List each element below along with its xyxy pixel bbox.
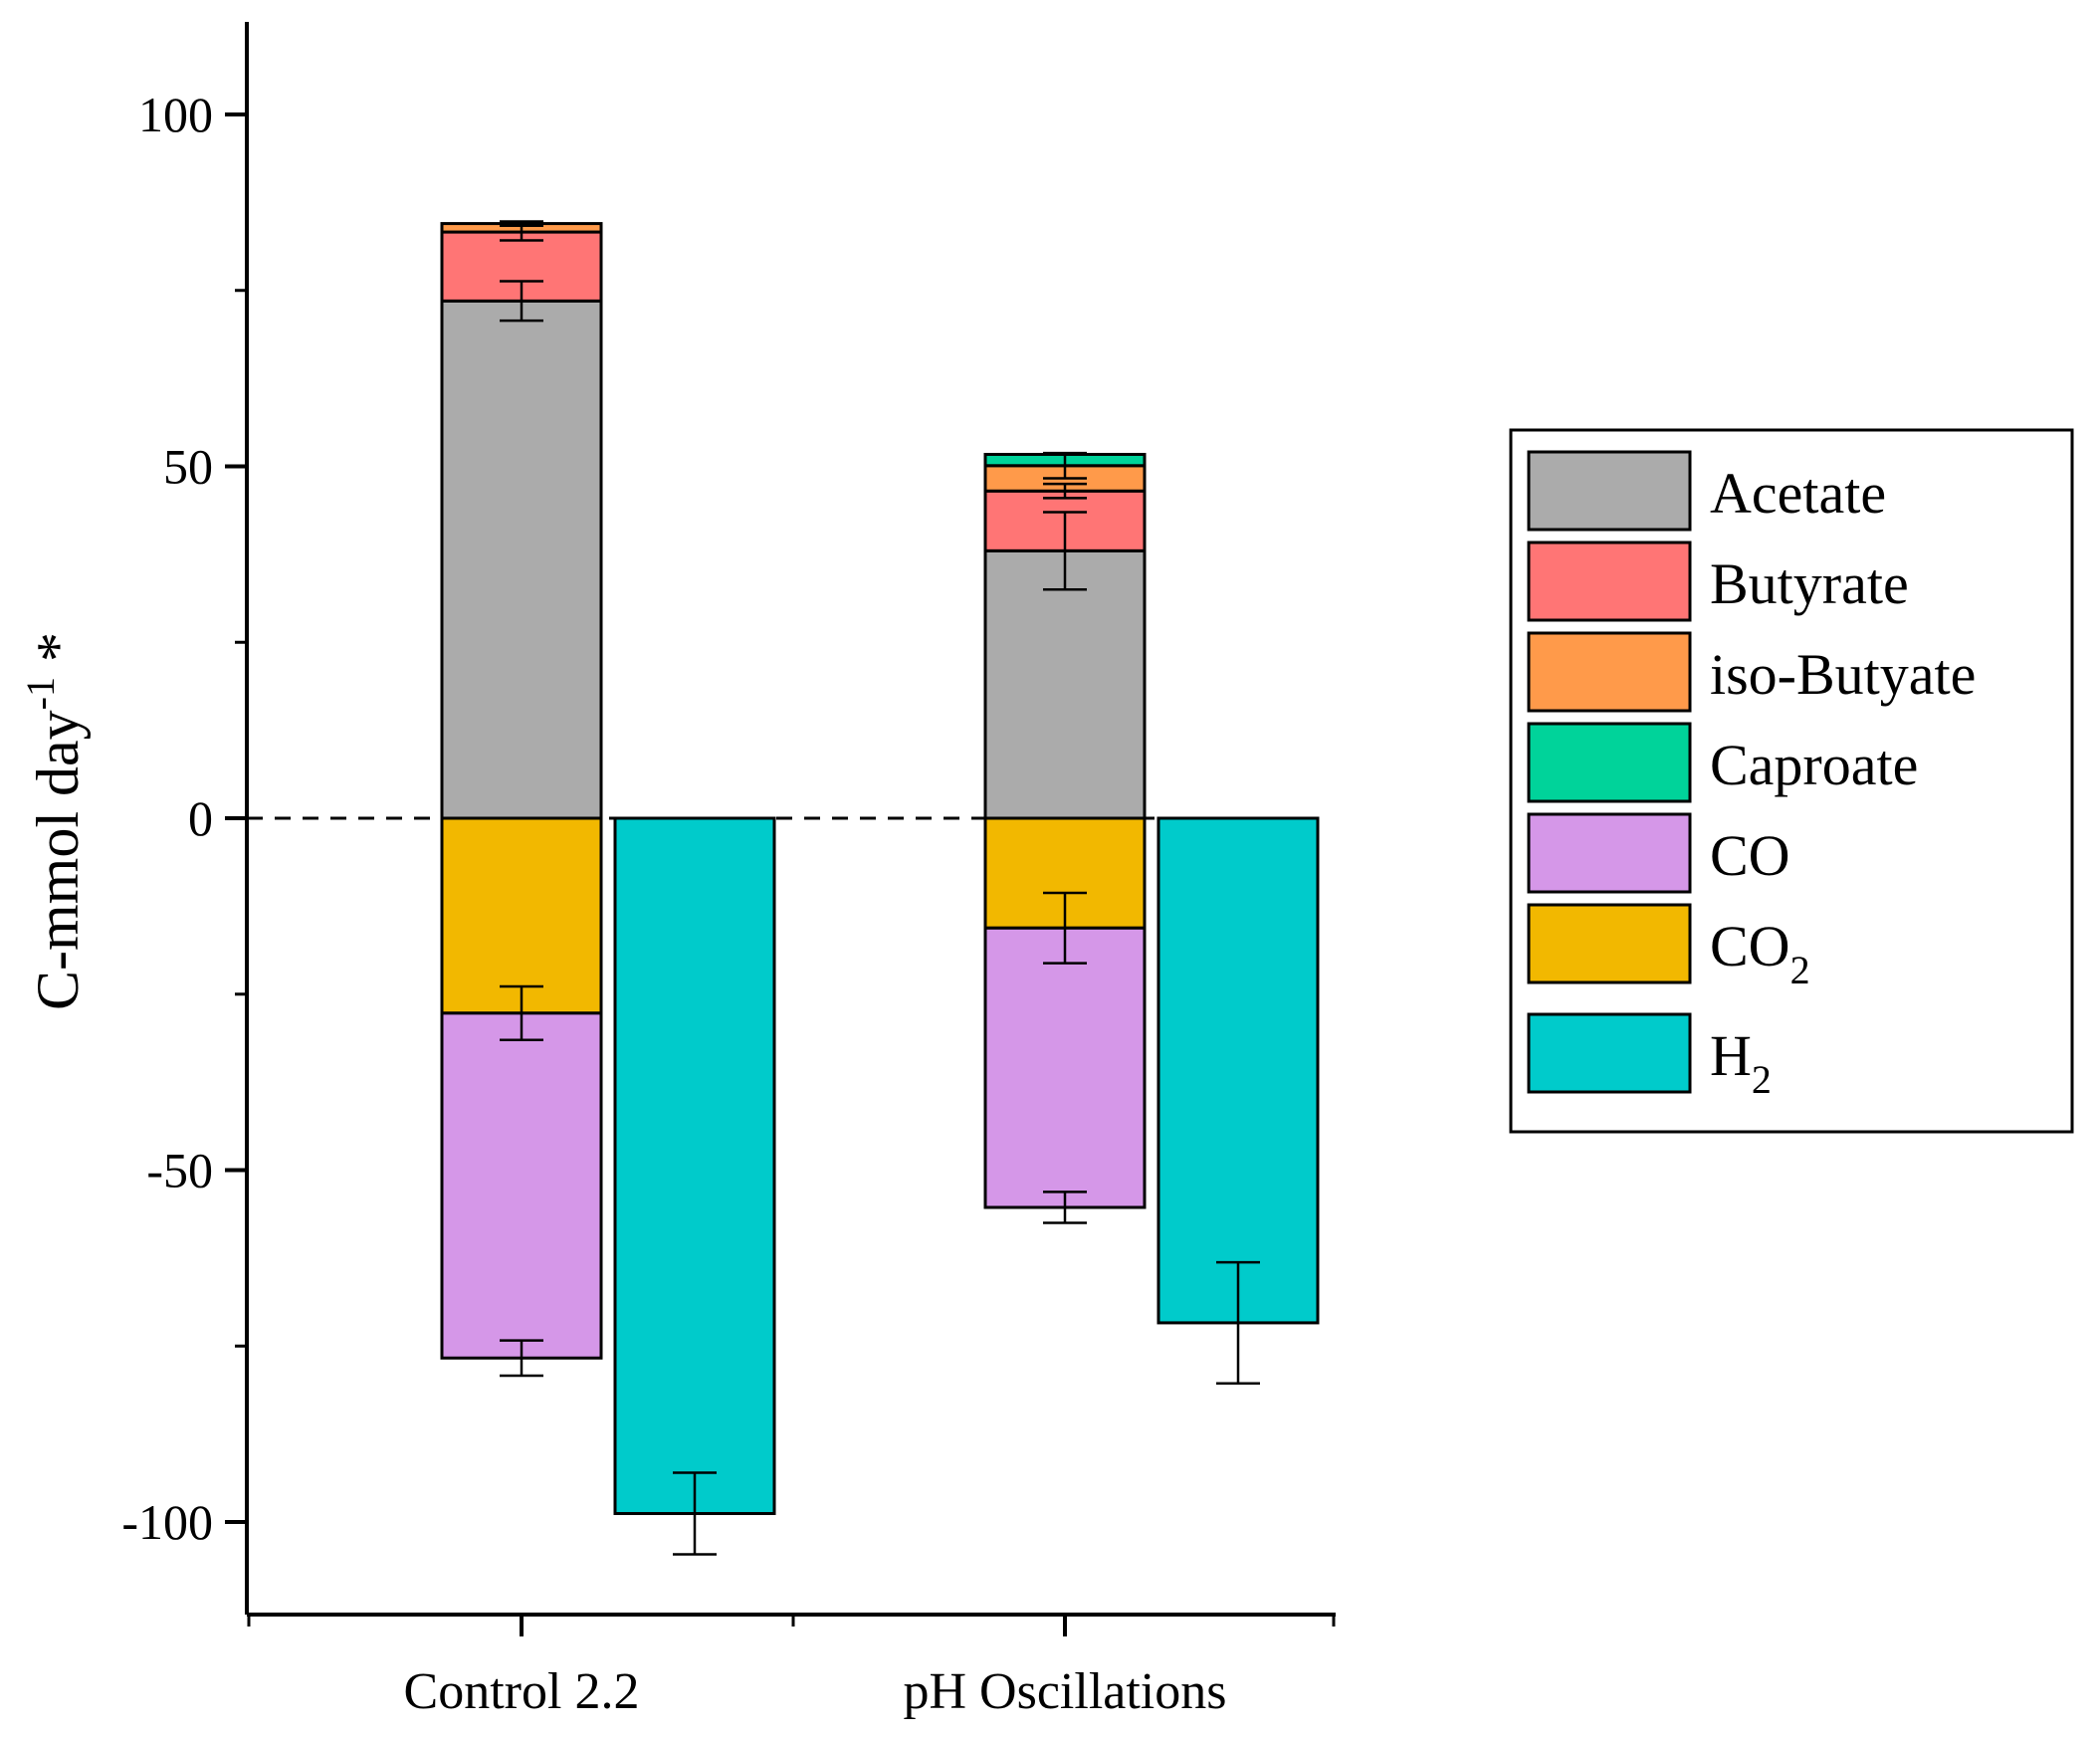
error-bar-butyrate-ph-oscillations [1043,482,1087,500]
legend: Acetate Butyrate iso-Butyate Caproate CO CO2 H… [1509,428,2074,1134]
error-bar-acetate-ph-oscillations [1043,511,1087,591]
legend-item-acetate: Acetate [1527,450,1886,532]
bar-co-ph-oscillations [983,926,1147,1209]
y-axis-label-main: C-mmol day [25,710,91,1010]
legend-swatch-iso-butyate [1527,631,1692,713]
legend-item-co: CO [1527,812,1790,894]
legend-label-butyrate: Butyrate [1710,551,1909,616]
legend-item-h2: H2 [1527,1012,1772,1102]
error-bar-iso-butyate-ph-oscillations [1043,451,1087,480]
legend-swatch-h2 [1527,1012,1692,1094]
error-bar-acetate-control-2-2 [500,280,543,323]
bar-co-control-2-2 [440,1011,603,1360]
legend-item-caproate: Caproate [1527,722,1918,803]
bar-h2-control-2-2 [613,816,776,1516]
y-axis-label-superscript: -1 [18,677,63,710]
y-tick-label-100: 100 [138,87,213,142]
x-tick-label-ph-oscillations: pH Oscillations [904,1663,1227,1720]
bar-acetate-control-2-2 [440,299,603,820]
bars-layer [440,222,1320,1516]
bar-co2-control-2-2 [440,816,603,1015]
legend-item-butyrate: Butyrate [1527,541,1909,622]
error-bar-co-ph-oscillations [1043,1191,1087,1224]
error-bar-co-control-2-2 [500,1339,543,1378]
legend-swatch-caproate [1527,722,1692,803]
legend-label-acetate: Acetate [1710,461,1886,526]
legend-label-h2: H2 [1710,1023,1772,1102]
error-bar-h2-ph-oscillations [1216,1260,1260,1385]
error-bar-iso-butyate-control-2-2 [500,220,543,227]
axes-layer: 100 50 0 -50 -100 Control 2.2 pH Oscillations [121,22,1336,1720]
legend-swatch-acetate [1527,450,1692,532]
legend-label-caproate: Caproate [1710,733,1918,797]
bar-h2-ph-oscillations [1156,816,1320,1325]
legend-swatch-co2 [1527,903,1692,984]
y-tick-label-100: -100 [121,1494,213,1550]
bar-acetate-ph-oscillations [983,548,1147,820]
legend-item-iso-butyate: iso-Butyate [1527,631,1976,713]
legend-swatch-co [1527,812,1692,894]
y-axis-label-suffix: * [25,632,91,677]
error-bar-co2-control-2-2 [500,984,543,1041]
error-bars-layer [500,220,1260,1556]
legend-swatch-butyrate [1527,541,1692,622]
error-bar-co2-ph-oscillations [1043,891,1087,965]
error-bar-h2-control-2-2 [673,1471,717,1556]
legend-label-iso-butyate: iso-Butyate [1710,642,1976,707]
x-tick-label-control-2-2: Control 2.2 [404,1663,640,1720]
legend-label-co: CO [1710,823,1790,888]
legend-label-co2: CO2 [1710,914,1810,992]
y-tick-label-0: 0 [188,790,213,846]
legend-item-co2: CO2 [1527,903,1810,992]
y-axis-label: C-mmol day-1 * [18,632,91,1010]
y-tick-label-50: 50 [163,439,213,495]
y-tick-label-50: -50 [146,1143,213,1198]
